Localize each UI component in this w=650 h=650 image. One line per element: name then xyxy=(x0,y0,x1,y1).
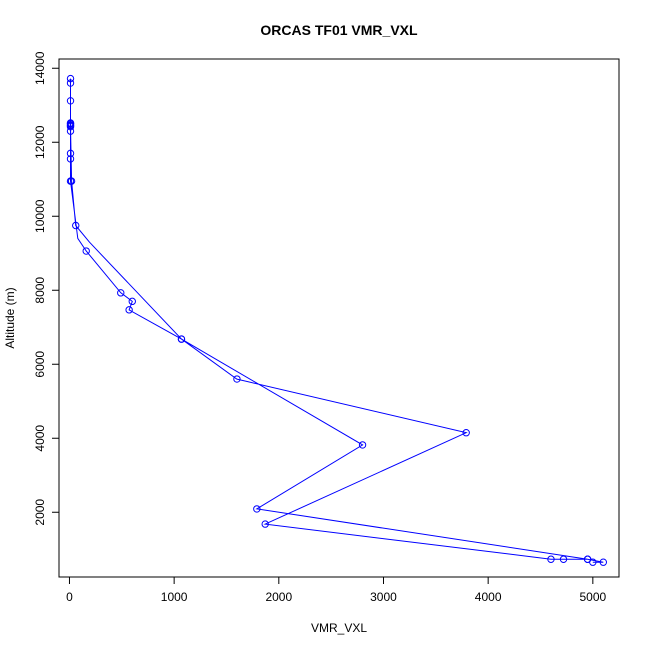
x-axis-label: VMR_VXL xyxy=(311,621,367,635)
data-point xyxy=(66,79,75,87)
data-point xyxy=(66,149,75,158)
x-tick-label: 0 xyxy=(66,590,73,604)
series-line xyxy=(70,78,604,563)
chart-title: ORCAS TF01 VMR_VXL xyxy=(260,22,418,38)
data-point xyxy=(559,555,568,563)
data-point xyxy=(66,155,75,163)
y-axis: 2000 4000 6000 8000 10000 12000 14000 xyxy=(33,51,60,526)
data-point xyxy=(66,97,75,105)
y-tick-label: 8000 xyxy=(33,277,47,304)
x-tick-label: 2000 xyxy=(265,590,292,604)
y-tick-label: 6000 xyxy=(33,351,47,378)
y-tick-label: 12000 xyxy=(33,125,47,159)
x-tick-label: 4000 xyxy=(475,590,502,604)
data-point xyxy=(117,289,125,297)
y-tick-label: 10000 xyxy=(33,199,47,233)
y-tick-label: 14000 xyxy=(33,51,47,85)
data-point xyxy=(599,558,607,566)
data-point xyxy=(66,123,75,131)
data-point xyxy=(177,335,186,343)
data-point xyxy=(82,247,90,255)
x-tick-label: 1000 xyxy=(161,590,188,604)
y-axis-label: Altitude (m) xyxy=(3,287,17,348)
data-point xyxy=(261,520,269,528)
data-point xyxy=(125,306,133,314)
y-tick-label: 4000 xyxy=(33,425,47,452)
data-point xyxy=(358,441,367,449)
data-point xyxy=(547,555,555,563)
series-layer xyxy=(66,74,607,566)
data-point xyxy=(462,429,470,437)
data-point xyxy=(67,177,76,185)
y-tick-label: 2000 xyxy=(33,499,47,526)
data-point xyxy=(128,297,136,306)
data-point xyxy=(253,505,261,513)
data-point xyxy=(583,555,592,563)
data-point xyxy=(233,375,241,383)
data-point xyxy=(72,221,80,230)
data-point xyxy=(66,74,75,83)
x-tick-label: 3000 xyxy=(370,590,397,604)
x-tick-label: 5000 xyxy=(579,590,606,604)
x-axis: 0 1000 2000 3000 4000 5000 xyxy=(66,576,607,604)
